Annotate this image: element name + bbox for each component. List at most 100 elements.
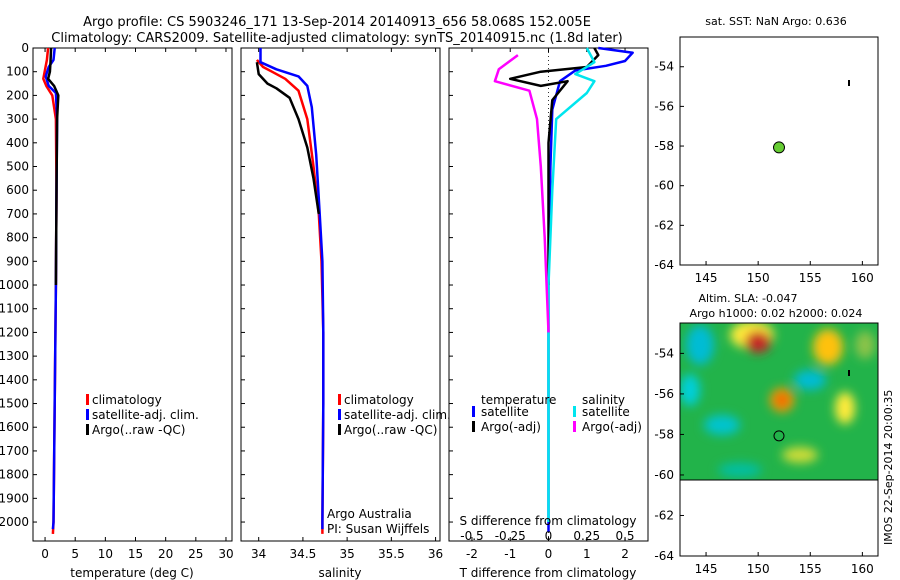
series-line-satellite	[259, 48, 325, 530]
salinity-axes-frame	[240, 47, 441, 542]
x-tick-label: 160	[851, 562, 874, 576]
y-tick-label: -64	[654, 549, 674, 563]
y-tick-label: 800	[6, 231, 29, 245]
y-tick-label: 1900	[0, 491, 29, 505]
legend-swatch-climatology	[86, 394, 89, 405]
series-line-satellite_diff_s	[547, 47, 596, 522]
legend-s-satellite: satellite	[582, 405, 630, 419]
s-tick-label: 0.25	[573, 529, 600, 543]
sla-map-frame	[679, 322, 879, 557]
legend-swatch-climatology	[338, 394, 341, 405]
y-tick-label: 1600	[0, 420, 29, 434]
legend-s-argo: Argo(-adj)	[582, 420, 642, 434]
x-tick-label: 0	[545, 547, 553, 561]
sla-blob	[835, 392, 855, 424]
y-tick-label: -54	[654, 60, 674, 74]
timestamp-watermark: IMOS 22-Sep-2014 20:00:35	[882, 390, 895, 545]
y-tick-label: 200	[6, 88, 29, 102]
legend-swatch-s-satellite	[573, 406, 576, 417]
s-tick-label: -0.25	[495, 529, 526, 543]
s-tick-label: 0	[545, 529, 553, 543]
legend-group-salinity: salinity	[582, 393, 625, 407]
legend-argo: Argo(..raw -QC)	[92, 423, 185, 437]
y-tick-label: -62	[654, 508, 674, 522]
temperature-legend: climatology satellite-adj. clim. Argo(..…	[86, 393, 199, 437]
s-tick-label: -0.5	[460, 529, 483, 543]
sla-map-panel: Altim. SLA: -0.047 Argo h1000: 0.02 h200…	[654, 292, 879, 576]
sla-blob	[745, 331, 771, 353]
series-line-argo_diff_s	[493, 54, 550, 333]
legend-climatology: climatology	[344, 393, 414, 407]
legend-t-argo: Argo(-adj)	[481, 420, 541, 434]
sst-map-title: sat. SST: NaN Argo: 0.636	[705, 15, 846, 28]
x-tick-label: 155	[799, 562, 822, 576]
legend-swatch-argo	[86, 424, 89, 435]
sla-blob	[686, 325, 714, 365]
y-tick-label: -56	[654, 387, 674, 401]
salinity-series	[255, 48, 325, 534]
sla-blob	[680, 374, 700, 406]
legend-satellite: satellite-adj. clim.	[344, 408, 451, 422]
y-tick-label: 1100	[0, 302, 29, 316]
y-tick-label: -64	[654, 258, 674, 272]
salinity-tick-labels: 34 34.5 35 35.5 36	[241, 47, 443, 561]
x-tick-label: 0	[41, 547, 49, 561]
x-tick-label: 34.5	[290, 547, 317, 561]
sst-map-frame	[679, 36, 879, 266]
sla-map-tick-labels: 145 150 155 160 -54 -56 -58 -60 -62 -64	[654, 346, 873, 576]
x-tick-label: 20	[158, 547, 173, 561]
sla-map-title: Altim. SLA: -0.047	[698, 292, 797, 305]
y-tick-label: 0	[21, 41, 29, 55]
x-tick-label: 36	[428, 547, 443, 561]
x-tick-label: 155	[799, 271, 822, 285]
x-tick-label: 1	[583, 547, 591, 561]
salinity-x-label: salinity	[318, 566, 361, 580]
salinity-panel: 34 34.5 35 35.5 36 salinity climatology sate…	[240, 47, 451, 580]
y-tick-label: -54	[654, 346, 674, 360]
sla-blob	[718, 463, 762, 477]
legend-climatology: climatology	[92, 393, 162, 407]
legend-swatch-t-satellite	[472, 406, 475, 417]
x-tick-label: 150	[747, 562, 770, 576]
sla-blob	[813, 329, 843, 365]
x-tick-label: 34	[251, 547, 266, 561]
temperature-series	[42, 47, 60, 534]
legend-group-temperature: temperature	[481, 393, 556, 407]
series-line-argo	[46, 47, 60, 286]
s-tick-label: 0.5	[615, 529, 634, 543]
s-difference-label: S difference from climatology	[460, 514, 637, 528]
x-tick-label: 150	[747, 271, 770, 285]
x-tick-label: 25	[188, 547, 203, 561]
sla-blob	[855, 331, 875, 359]
argo-float-marker	[773, 141, 785, 154]
sla-blob	[782, 447, 818, 463]
legend-swatch-s-argo	[573, 421, 576, 432]
temperature-panel: 0100200300400500600700800900100011001200…	[0, 41, 234, 580]
y-tick-label: 700	[6, 207, 29, 221]
header-line-1: Argo profile: CS 5903246_171 13-Sep-2014…	[83, 15, 591, 30]
y-tick-label: 500	[6, 160, 29, 174]
y-tick-label: -56	[654, 99, 674, 113]
series-line-satellite	[547, 46, 634, 532]
y-tick-label: -58	[654, 139, 674, 153]
y-tick-label: 1300	[0, 349, 29, 363]
legend-swatch-t-argo	[472, 421, 475, 432]
x-tick-label: 2	[621, 547, 629, 561]
sla-blob	[794, 370, 826, 390]
difference-series	[493, 46, 634, 532]
x-tick-label: 35.5	[378, 547, 405, 561]
difference-panel: -2 -1 0 1 2 -0.5 -0.25 0 0.25 0.5 S difference f…	[448, 46, 649, 580]
y-tick-label: 300	[6, 112, 29, 126]
y-tick-label: 2000	[0, 515, 29, 529]
y-tick-label: 1500	[0, 397, 29, 411]
x-tick-label: 160	[851, 271, 874, 285]
y-tick-label: 600	[6, 183, 29, 197]
legend-argo: Argo(..raw -QC)	[344, 423, 437, 437]
temperature-tick-labels: 0 5 10 15 20 25 30	[41, 48, 234, 561]
legend-swatch-satellite	[86, 409, 89, 420]
header-line-2: Climatology: CARS2009. Satellite-adjuste…	[51, 31, 623, 46]
salinity-legend: climatology satellite-adj. clim. Argo(..…	[338, 393, 451, 437]
sla-blob	[704, 415, 740, 435]
series-line-argo	[255, 62, 321, 215]
